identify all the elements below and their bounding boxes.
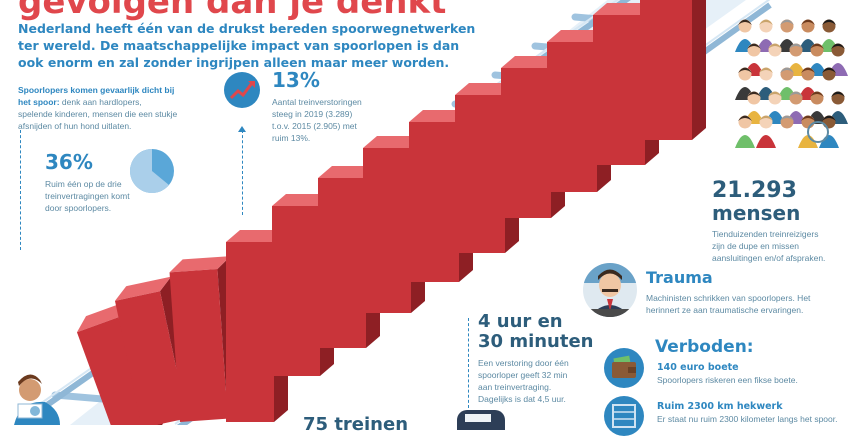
trend-up-icon bbox=[224, 72, 260, 108]
dashed-guide-13 bbox=[242, 130, 243, 215]
crowd-person bbox=[798, 135, 818, 148]
crowd-person bbox=[735, 135, 755, 148]
verboden-item1-text: Spoorlopers riskeren een fikse boete. bbox=[657, 375, 798, 385]
stat-mensen-text: Tienduizenden treinreizigers zijn de dup… bbox=[712, 229, 826, 263]
trauma-title-text: Trauma bbox=[646, 268, 713, 287]
verboden-title-text: Verboden: bbox=[655, 337, 754, 357]
verboden-item2-text: Er staat nu ruim 2300 kilometer langs he… bbox=[657, 414, 838, 424]
trauma-text: Machinisten schrikken van spoorlopers. H… bbox=[646, 293, 811, 315]
block-dicht-bold: Spoorlopers komen gevaarlijk dicht bij h… bbox=[18, 85, 175, 107]
stat-mensen-unit: mensen bbox=[712, 201, 801, 225]
crowd-person bbox=[819, 135, 839, 148]
stat-36-text: Ruim één op de drie treinvertragingen ko… bbox=[45, 179, 130, 213]
wheelchair-icon bbox=[807, 121, 829, 143]
verboden-item2-title: Ruim 2300 km hekwerk bbox=[657, 401, 783, 412]
stat-tijd-line2: 30 minuten bbox=[478, 331, 594, 352]
domino-illustration bbox=[76, 0, 706, 425]
block-dicht-text: denk aan hardlopers, spelende kinderen, … bbox=[18, 97, 178, 131]
verboden-item1-title: 140 euro boete bbox=[657, 362, 739, 373]
stat-tijd-text: Een verstoring door één spoorloper geeft… bbox=[478, 358, 569, 404]
page-title: gevolgen dan je denkt bbox=[18, 0, 447, 22]
dashed-guide-left bbox=[20, 130, 21, 250]
verboden-item2: Ruim 2300 km hekwerk bbox=[657, 401, 783, 412]
crowd-person bbox=[756, 135, 776, 148]
wallet-icon bbox=[604, 348, 644, 388]
stat-13-value: 13% bbox=[272, 68, 320, 92]
stat-36-value: 36% bbox=[45, 150, 93, 174]
verboden-title: Verboden: bbox=[655, 337, 754, 357]
stat-tijd-line1: 4 uur en bbox=[478, 311, 563, 332]
person-reading-icon bbox=[14, 374, 60, 425]
pie-chart-icon bbox=[130, 149, 174, 193]
verboden-item1: 140 euro boete bbox=[657, 362, 739, 373]
stat-13-text: Aantal treinverstoringen steeg in 2019 (… bbox=[272, 97, 362, 143]
crowd-person bbox=[777, 135, 797, 148]
trauma-title: Trauma bbox=[646, 268, 713, 287]
block-dicht-bij-spoor: Spoorlopers komen gevaarlijk dicht bij h… bbox=[18, 84, 178, 132]
stat-mensen-value: 21.293 bbox=[712, 178, 797, 203]
train-driver-icon bbox=[583, 263, 637, 317]
domino-tile bbox=[640, 0, 706, 140]
people-crowd-icon bbox=[735, 19, 848, 148]
intro-text: Nederland heeft één van de drukst berede… bbox=[18, 21, 476, 70]
arrow-up-icon bbox=[238, 126, 246, 132]
dashed-guide-tijd bbox=[468, 318, 469, 408]
